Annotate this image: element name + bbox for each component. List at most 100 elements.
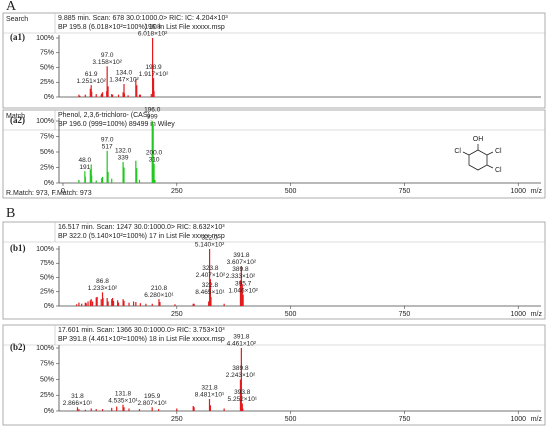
peak [78,302,80,306]
peak [193,407,195,411]
panel-frame [2,324,546,426]
peak-mz-label: 200.0 [146,149,163,156]
peak [135,302,137,306]
atom-label: Cl [454,148,461,155]
peak [158,409,160,411]
y-tick-label: 25% [40,79,54,86]
peak [81,303,83,306]
benzene-ring [468,149,488,171]
header-line: Phenol, 2,3,6-trichloro- (CAS) [58,112,150,119]
peak-mz-label: 61.9 [85,71,98,78]
peak [102,92,104,97]
panel-frame [2,109,546,199]
peak [223,408,225,411]
peak-mz-label: 393.8 [234,389,251,396]
peak-intensity-label: 999 [147,114,158,121]
structure [462,144,494,171]
peak-intensity-label: 2.243×10² [226,372,256,379]
peak-mz-label: 131.8 [115,390,132,397]
peak [117,94,120,97]
y-tick-label: 75% [40,50,54,57]
peak-intensity-label: 1.046×10² [228,287,258,294]
peak [122,404,124,411]
peak-mz-label: 195.9 [144,393,161,400]
peak [111,178,113,183]
peak [240,266,242,306]
x-tick-label: 500 [285,311,297,318]
peak [89,300,91,306]
peak [123,300,125,306]
peak [101,93,103,97]
peak-intensity-label: 1.233×10² [88,285,118,292]
peak [138,409,141,411]
peak [112,300,115,306]
footnote: R.Match: 973, F.Match: 973 [6,190,92,197]
peak [151,121,153,183]
peak [223,303,225,306]
group-label: A [6,0,17,14]
peak [123,407,125,411]
bond [486,151,494,156]
peak [107,171,109,183]
peak-mz-label: 322.0 [201,235,218,242]
peak [107,86,109,97]
peak-mz-label: 391.8 [233,334,250,341]
bond [486,164,494,169]
peak-intensity-label: 4.535×10¹ [108,397,138,404]
peak-intensity-label: 6.018×10² [138,31,168,38]
peak [76,407,79,411]
peak [132,301,135,306]
peak-mz-label: 134.0 [116,70,133,77]
peak [122,299,124,306]
peak [208,399,211,411]
peak [76,304,78,306]
peak-mz-label: 132.0 [115,148,132,155]
peak [241,403,243,411]
peak [106,66,108,97]
peak-intensity-label: 2.866×10¹ [63,400,93,407]
peak [151,303,153,306]
peak [90,85,92,97]
header-line: BP 322.0 (5.140×10²=100%) 17 in List Fil… [58,233,225,240]
peak [210,296,212,306]
header-line: BP 195.8 (6.018×10²=100%) 10 in List Fil… [58,24,225,31]
peak [138,94,141,97]
atom-label: Cl [495,167,502,174]
peak-intensity-label: 2.407×10² [196,272,226,279]
peak [123,167,125,183]
y-tick-label: 25% [40,289,54,296]
peak [159,302,161,306]
peak-mz-label: 391.8 [233,252,250,259]
peak-mz-label: 196.0 [144,107,161,114]
group-label: B [6,206,15,221]
peak-intensity-label: 2.807×10¹ [137,400,167,407]
peak-intensity-label: 8.465×10¹ [195,289,225,296]
peak [100,299,102,306]
peak-mz-label: 323.8 [202,265,219,272]
peak [90,408,92,411]
x-tick-label: 750 [399,188,411,195]
peak [242,294,244,306]
y-tick-label: 100% [36,118,54,125]
header-line: 16.517 min. Scan: 1247 30.0:1000.0> RIC:… [58,224,225,231]
peak-mz-label: 31.8 [71,393,84,400]
peak-intensity-label: 6.280×10¹ [144,292,174,299]
y-tick-label: 0% [44,408,54,415]
peak [135,79,137,97]
x-tick-label: 750 [399,311,411,318]
peak [84,302,86,306]
peak [89,88,91,97]
y-tick-label: 100% [36,246,54,253]
peak [90,299,92,306]
y-tick-label: 25% [40,392,54,399]
panel-label: (a2) [10,115,25,125]
peak [153,163,155,183]
peak [136,85,138,97]
y-tick-label: 100% [36,35,54,42]
x-tick-label: 250 [171,311,183,318]
peak-mz-label: 389.8 [232,266,249,273]
panel-frame [2,221,546,320]
peak [152,124,154,183]
peak [89,169,91,183]
